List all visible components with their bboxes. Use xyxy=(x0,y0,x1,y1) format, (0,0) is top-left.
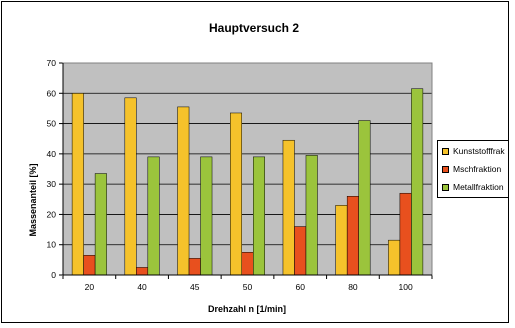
x-tick-label: 20 xyxy=(85,282,95,292)
x-tick-label: 80 xyxy=(348,282,358,292)
y-tick-label: 30 xyxy=(47,179,57,189)
legend-swatch-metall xyxy=(442,184,449,191)
y-tick-label: 40 xyxy=(47,149,57,159)
y-tick-label: 50 xyxy=(47,119,57,129)
y-tick-label: 60 xyxy=(47,88,57,98)
bar-2-100 xyxy=(411,88,424,276)
legend-swatch-kunststoff xyxy=(442,148,449,155)
chart-title: Hauptversuch 2 xyxy=(208,21,300,35)
x-tick-label: 50 xyxy=(243,282,253,292)
bar-2-20 xyxy=(94,173,107,276)
plot-background xyxy=(63,63,432,275)
bar-0-45 xyxy=(177,106,190,276)
bar-2-40 xyxy=(147,156,160,276)
bar-1-100 xyxy=(399,192,412,276)
legend-label-misch: Mschfraktion xyxy=(453,164,502,174)
legend-label-metall: Metallfraktion xyxy=(453,182,504,192)
legend-label-kunststoff: Kunststofffrak xyxy=(453,146,505,156)
y-tick-label: 0 xyxy=(51,270,56,280)
legend: Kunststofffrak Mschfraktion Metallfrakti… xyxy=(437,140,509,198)
bar-1-40 xyxy=(136,267,149,276)
bar-1-60 xyxy=(294,226,307,276)
x-tick-label: 40 xyxy=(137,282,147,292)
bar-0-100 xyxy=(388,239,401,276)
y-tick-label: 70 xyxy=(47,58,57,68)
plot-area xyxy=(63,62,432,275)
y-axis-label: Massenanteil [%] xyxy=(28,163,38,236)
bar-0-40 xyxy=(124,97,137,276)
axes: 0 10 20 30 40 50 60 70 20 40 45 50 60 80 100 xyxy=(47,58,433,292)
y-tick-label: 20 xyxy=(47,209,57,219)
bar-1-50 xyxy=(241,252,254,276)
x-tick-label: 45 xyxy=(190,282,200,292)
bar-1-45 xyxy=(188,258,201,276)
bars xyxy=(71,88,424,276)
bar-2-60 xyxy=(305,155,318,276)
bar-0-60 xyxy=(282,139,295,276)
bar-2-50 xyxy=(253,156,265,276)
legend-swatch-misch xyxy=(442,166,449,173)
bar-1-80 xyxy=(346,196,359,276)
bar-1-20 xyxy=(83,255,96,276)
bar-0-20 xyxy=(71,93,84,276)
bar-2-80 xyxy=(358,120,371,276)
x-axis-label: Drehzahl n [1/min] xyxy=(208,304,286,314)
x-tick-label: 100 xyxy=(399,282,413,292)
bar-0-80 xyxy=(335,205,348,276)
x-tick-label: 60 xyxy=(295,282,305,292)
bar-2-45 xyxy=(200,156,213,276)
bar-0-50 xyxy=(230,112,242,276)
y-tick-label: 10 xyxy=(47,240,57,250)
